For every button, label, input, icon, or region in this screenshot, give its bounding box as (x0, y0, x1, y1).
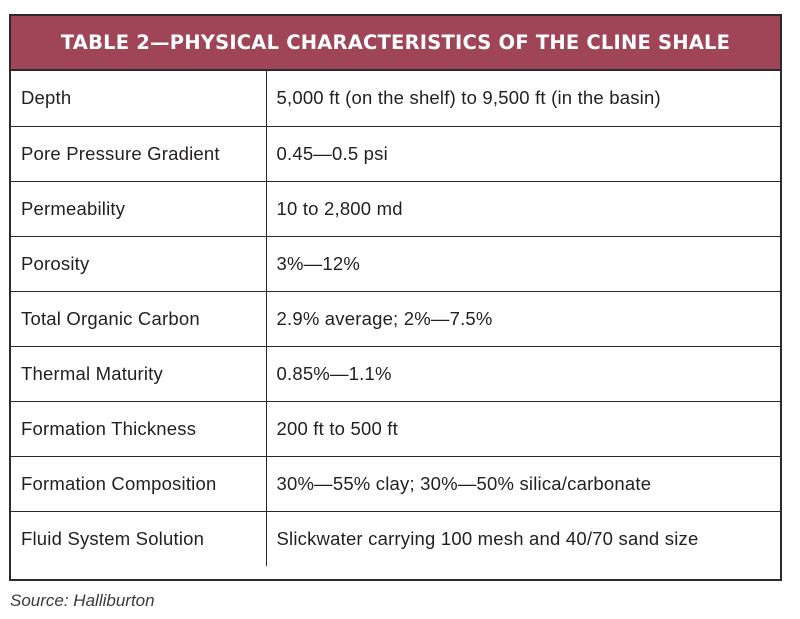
row-value: 0.45—0.5 psi (266, 126, 780, 182)
table-row: Permeability 10 to 2,800 md (11, 181, 780, 237)
table-row: Depth 5,000 ft (on the shelf) to 9,500 f… (11, 71, 780, 127)
row-value: 5,000 ft (on the shelf) to 9,500 ft (in … (266, 71, 780, 127)
row-value: 2.9% average; 2%—7.5% (266, 291, 780, 347)
row-value: 0.85%—1.1% (266, 346, 780, 402)
table-row: Fluid System Solution Slickwater carryin… (11, 511, 780, 566)
row-value: Slickwater carrying 100 mesh and 40/70 s… (276, 527, 699, 549)
row-label: Thermal Maturity (11, 346, 267, 402)
source-caption: Source: Halliburton (10, 591, 155, 610)
row-label: Depth (11, 71, 267, 127)
row-value: 3%—12% (266, 236, 780, 292)
table-row: Formation Thickness 200 ft to 500 ft (11, 401, 780, 457)
row-label: Formation Thickness (11, 401, 267, 457)
table-title: TABLE 2—PHYSICAL CHARACTERISTICS OF THE … (11, 16, 780, 71)
row-label: Permeability (11, 181, 267, 237)
table-row: Formation Composition 30%—55% clay; 30%—… (11, 456, 780, 512)
row-label: Porosity (11, 236, 267, 292)
characteristics-grid: Depth 5,000 ft (on the shelf) to 9,500 f… (11, 71, 780, 566)
row-value: 10 to 2,800 md (266, 181, 780, 237)
table-row: Total Organic Carbon 2.9% average; 2%—7.… (11, 291, 780, 347)
characteristics-table: TABLE 2—PHYSICAL CHARACTERISTICS OF THE … (9, 14, 782, 581)
row-label: Formation Composition (11, 456, 267, 512)
row-label: Total Organic Carbon (11, 291, 267, 347)
row-value: 200 ft to 500 ft (266, 401, 780, 457)
table-row: Porosity 3%—12% (11, 236, 780, 292)
table-row: Pore Pressure Gradient 0.45—0.5 psi (11, 126, 780, 182)
row-value: 30%—55% clay; 30%—50% silica/carbonate (266, 456, 780, 512)
row-label: Pore Pressure Gradient (11, 126, 267, 182)
table-row: Thermal Maturity 0.85%—1.1% (11, 346, 780, 402)
row-label: Fluid System Solution (11, 511, 267, 566)
